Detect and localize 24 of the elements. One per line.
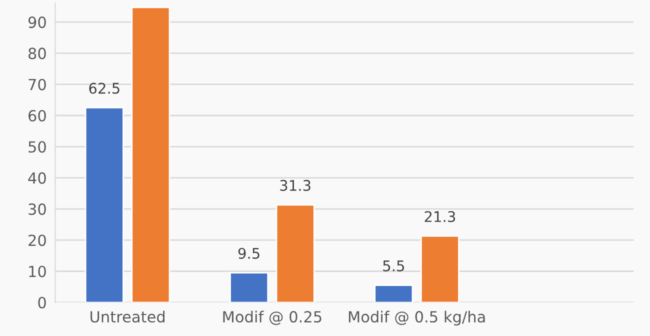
y-tick-label: 0 — [38, 296, 46, 308]
y-tick-label: 30 — [28, 203, 46, 215]
bar — [374, 284, 414, 302]
bar — [276, 204, 315, 302]
data-label: 9.5 — [238, 248, 260, 259]
data-label: 62.5 — [89, 82, 120, 94]
y-tick-label: 70 — [28, 78, 46, 90]
y-tick-label: 90 — [28, 16, 46, 28]
data-label: 21.3 — [424, 211, 456, 222]
bar — [84, 107, 124, 302]
bar — [420, 235, 460, 302]
y-tick-label: 80 — [28, 48, 46, 60]
y-tick-label: 10 — [29, 266, 46, 278]
data-label: 5.5 — [383, 260, 404, 272]
y-tick-label: 20 — [28, 234, 46, 246]
y-tick-label: 50 — [28, 141, 46, 153]
y-tick-label: 40 — [28, 172, 46, 184]
x-tick-label: Modif @ 0.5 kg/ha — [348, 310, 485, 326]
x-tick-label: Modif @ 0.25 — [223, 310, 322, 325]
y-tick-label: 60 — [28, 110, 46, 122]
x-tick-label: Untreated — [90, 310, 164, 323]
bar — [230, 272, 269, 302]
data-label: 31.3 — [280, 180, 310, 191]
bar — [131, 6, 170, 302]
